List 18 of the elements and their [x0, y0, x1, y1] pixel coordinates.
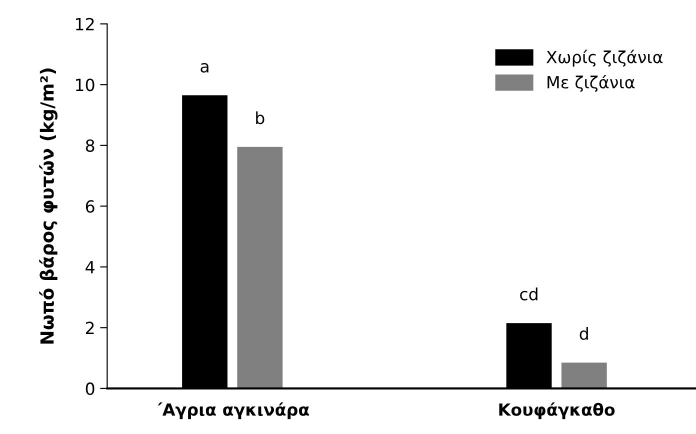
- y-tick-label: 6: [86, 200, 94, 213]
- y-tick-label: 12: [76, 18, 94, 30]
- y-tick-label: 8: [86, 139, 94, 152]
- data-label: d: [580, 327, 588, 340]
- legend-label: Χωρίς ζιζάνια: [546, 50, 663, 67]
- y-tick-label: 4: [86, 261, 94, 274]
- data-label: cd: [520, 288, 538, 300]
- data-label: a: [200, 63, 208, 73]
- y-tick-label: 10: [76, 78, 94, 92]
- x-tick-label: Κουφάγκαθο: [499, 402, 615, 420]
- legend-label: Με ζιζάνια: [548, 74, 635, 92]
- y-tick-label: 2: [86, 322, 94, 334]
- bar: [237, 146, 283, 388]
- y-tick-label: 0: [86, 382, 94, 395]
- y-axis-title: Νωπό βάρος φυτών (kg/m²): [39, 68, 58, 344]
- x-tick-label: ΄Αγρια αγκινάρα: [158, 402, 309, 420]
- bar: [561, 362, 607, 388]
- data-label: b: [256, 111, 264, 124]
